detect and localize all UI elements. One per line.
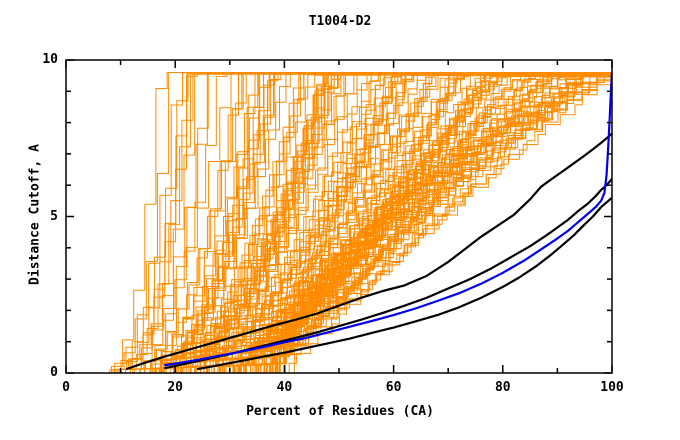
- x-tick-label: 20: [167, 380, 184, 395]
- orange-model-curve: [272, 73, 612, 373]
- orange-model-curve: [264, 79, 612, 373]
- x-tick-label: 0: [62, 380, 70, 395]
- orange-model-curve: [248, 72, 612, 373]
- page-title: T1004-D2: [308, 14, 372, 29]
- series-reference-middle-black: [164, 178, 612, 370]
- orange-model-curve: [256, 72, 612, 373]
- orange-model-curve: [245, 72, 612, 373]
- orange-model-curve: [264, 72, 612, 373]
- orange-model-curves: [92, 72, 612, 373]
- reference-curves: [125, 132, 612, 371]
- orange-model-curve: [272, 72, 612, 373]
- orange-model-curve: [271, 75, 612, 373]
- y-tick-label: 0: [50, 365, 58, 380]
- orange-model-curve: [269, 72, 612, 373]
- x-tick-label: 60: [385, 380, 402, 395]
- x-tick-label: 40: [276, 380, 293, 395]
- series-reference-upper-black: [125, 132, 612, 371]
- axis-ticks: [65, 59, 613, 374]
- x-axis-label: Percent of Residues (CA): [246, 404, 434, 419]
- series-reference-lower-black: [196, 196, 612, 371]
- y-tick-label: 5: [50, 208, 58, 224]
- series-highlighted-model: [164, 72, 612, 367]
- x-tick-label: 80: [494, 380, 511, 395]
- y-tick-label: 10: [42, 52, 58, 67]
- orange-model-curve: [282, 72, 612, 373]
- highlighted-model-curve: [164, 72, 612, 367]
- orange-model-curve: [271, 74, 612, 373]
- x-tick-label: 100: [600, 380, 624, 395]
